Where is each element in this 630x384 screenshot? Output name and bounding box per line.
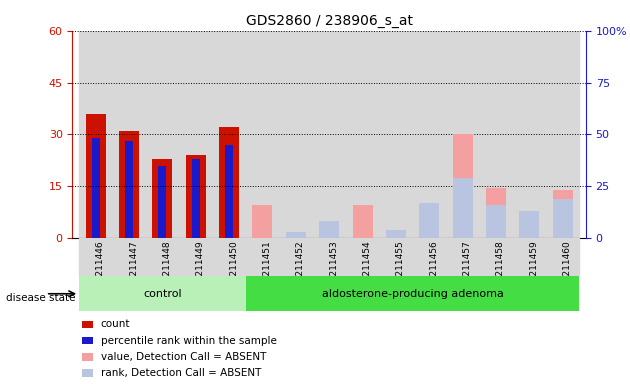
Text: GSM211447: GSM211447 — [129, 240, 138, 295]
Bar — [246, 31, 279, 238]
Bar — [179, 31, 212, 238]
Bar — [212, 31, 246, 238]
Bar — [79, 238, 113, 276]
Bar — [513, 31, 546, 238]
Text: GSM211458: GSM211458 — [496, 240, 505, 295]
Bar — [92, 138, 100, 238]
Bar — [479, 31, 513, 238]
Text: GSM211454: GSM211454 — [362, 240, 372, 295]
Bar — [513, 238, 546, 276]
Text: count: count — [101, 319, 130, 329]
Text: GSM211459: GSM211459 — [529, 240, 538, 295]
Bar — [379, 31, 413, 238]
Bar — [446, 31, 479, 238]
Bar — [159, 166, 166, 238]
Text: GSM211453: GSM211453 — [329, 240, 338, 295]
Bar — [386, 230, 406, 238]
Bar — [419, 203, 439, 238]
FancyBboxPatch shape — [246, 276, 579, 311]
Bar — [113, 238, 146, 276]
Text: aldosterone-producing adenoma: aldosterone-producing adenoma — [321, 289, 503, 299]
Bar — [346, 31, 379, 238]
Text: disease state: disease state — [6, 293, 76, 303]
Bar — [486, 188, 506, 238]
Text: GSM211457: GSM211457 — [462, 240, 471, 295]
Bar — [286, 232, 306, 238]
Bar — [353, 205, 372, 238]
Bar — [125, 141, 133, 238]
FancyBboxPatch shape — [79, 276, 246, 311]
Bar — [519, 211, 539, 238]
Bar — [286, 236, 306, 238]
Bar — [212, 238, 246, 276]
Bar — [192, 159, 200, 238]
Bar — [179, 238, 212, 276]
Text: GSM211448: GSM211448 — [163, 240, 171, 295]
Text: value, Detection Call = ABSENT: value, Detection Call = ABSENT — [101, 352, 266, 362]
Bar — [146, 31, 179, 238]
Bar — [446, 238, 479, 276]
Text: GSM211451: GSM211451 — [263, 240, 272, 295]
Bar — [86, 114, 106, 238]
Bar — [79, 31, 113, 238]
Bar — [386, 232, 406, 238]
Bar — [119, 131, 139, 238]
Bar — [253, 205, 273, 238]
Bar — [319, 222, 339, 238]
Text: GSM211452: GSM211452 — [296, 240, 305, 295]
Bar — [312, 238, 346, 276]
Text: GSM211456: GSM211456 — [429, 240, 438, 295]
Bar — [413, 31, 446, 238]
Bar — [246, 238, 279, 276]
Bar — [479, 238, 513, 276]
Bar — [553, 190, 573, 238]
Bar — [319, 223, 339, 238]
Bar — [219, 127, 239, 238]
Text: GSM211449: GSM211449 — [196, 240, 205, 295]
Bar — [546, 238, 579, 276]
Bar — [452, 134, 472, 238]
Bar — [486, 205, 506, 238]
Bar — [553, 199, 573, 238]
Text: GSM211460: GSM211460 — [563, 240, 571, 295]
Bar — [379, 238, 413, 276]
Bar — [146, 238, 179, 276]
Bar — [113, 31, 146, 238]
Bar — [546, 31, 579, 238]
Text: control: control — [143, 289, 182, 299]
Text: GSM211446: GSM211446 — [96, 240, 105, 295]
Bar — [186, 155, 206, 238]
Bar — [346, 238, 379, 276]
Text: rank, Detection Call = ABSENT: rank, Detection Call = ABSENT — [101, 368, 261, 378]
Title: GDS2860 / 238906_s_at: GDS2860 / 238906_s_at — [246, 14, 413, 28]
Bar — [152, 159, 173, 238]
Bar — [279, 31, 312, 238]
Bar — [279, 238, 312, 276]
Bar — [452, 178, 472, 238]
Bar — [225, 145, 233, 238]
Text: GSM211450: GSM211450 — [229, 240, 238, 295]
Bar — [312, 31, 346, 238]
Text: GSM211455: GSM211455 — [396, 240, 405, 295]
Bar — [413, 238, 446, 276]
Text: percentile rank within the sample: percentile rank within the sample — [101, 336, 277, 346]
